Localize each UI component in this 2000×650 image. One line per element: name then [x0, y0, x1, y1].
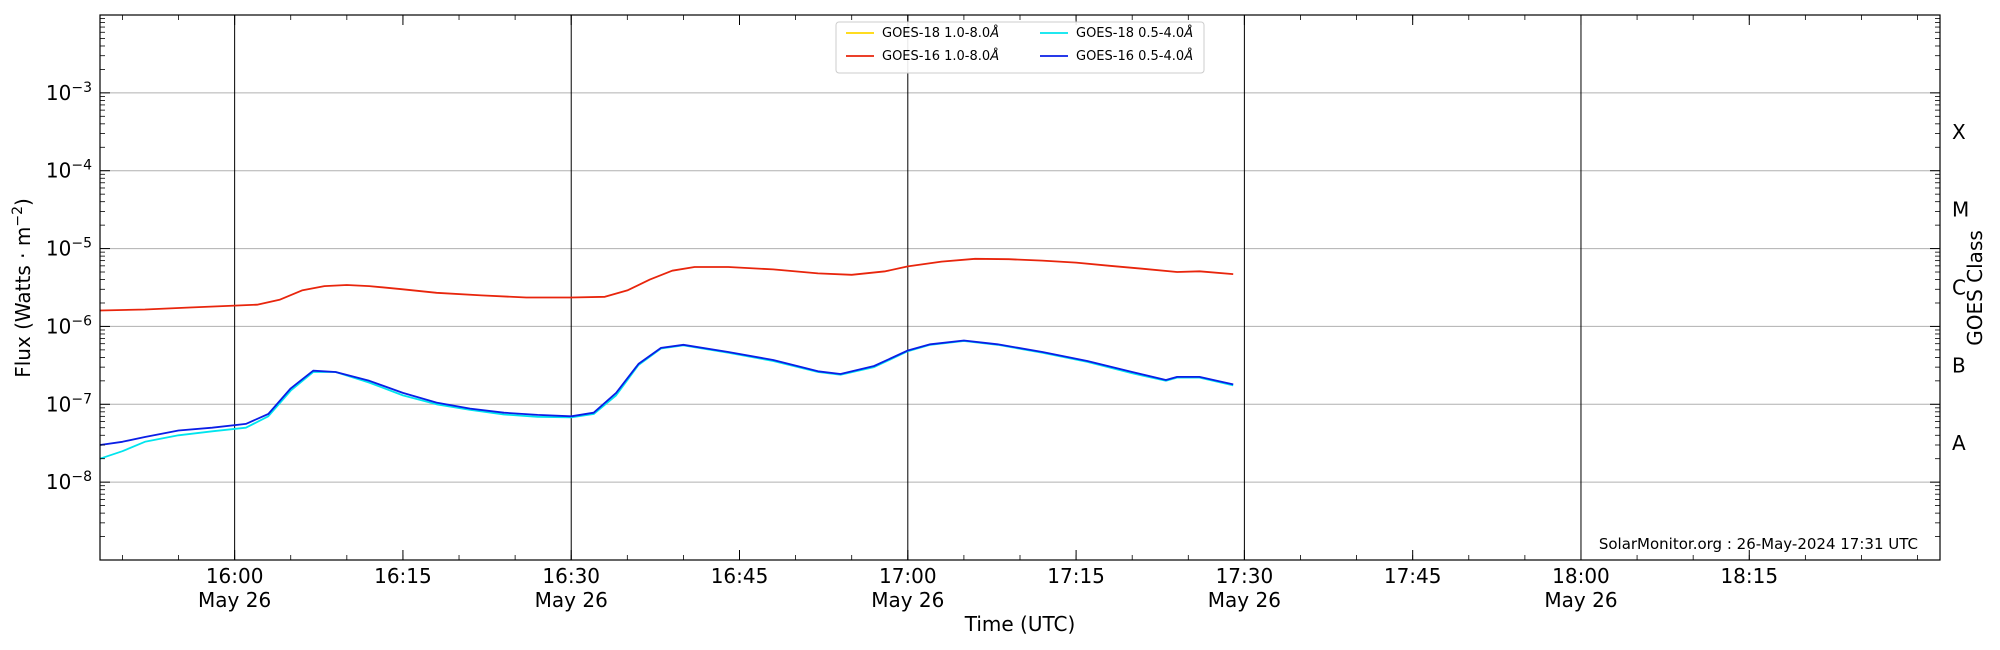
y-tick-label: 10−5 — [46, 236, 92, 261]
x-tick-label: 18:15 — [1720, 564, 1778, 588]
goes-class-label: A — [1952, 431, 1966, 455]
x-tick-label: 16:00 — [206, 564, 264, 588]
x-tick-label: 17:15 — [1047, 564, 1105, 588]
x-tick-date-label: May 26 — [1208, 588, 1281, 612]
goes-class-labels: A B C M X — [1952, 120, 1969, 455]
credit-text: SolarMonitor.org : 26-May-2024 17:31 UTC — [1599, 535, 1918, 553]
y-tick-label: 10−7 — [46, 391, 92, 416]
x-tick-date-label: May 26 — [871, 588, 944, 612]
x-tick-date-label: May 26 — [198, 588, 271, 612]
legend-items: GOES-18 1.0-8.0Å GOES-18 0.5-4.0Å GOES-16 … — [846, 25, 1193, 64]
series-layer — [99, 257, 1234, 460]
y-tick-label: 10−4 — [46, 158, 92, 183]
goes-class-label: X — [1952, 120, 1966, 144]
x-tick-label: 16:30 — [542, 564, 600, 588]
legend-label: GOES-18 1.0-8.0Å — [882, 25, 999, 41]
legend-label: GOES-16 1.0-8.0Å — [882, 48, 999, 64]
y-tick-label: 10−6 — [46, 313, 92, 338]
legend-box — [835, 21, 1205, 74]
legend-label: GOES-16 0.5-4.0Å — [1076, 48, 1193, 64]
goes-class-label: C — [1952, 276, 1966, 300]
x-tick-date-label: May 26 — [535, 588, 608, 612]
x-tick-date-label: May 26 — [1544, 588, 1617, 612]
x-tick-label: 18:00 — [1552, 564, 1610, 588]
goes-class-label: M — [1952, 198, 1969, 222]
x-tick-label: 17:45 — [1384, 564, 1442, 588]
x-axis-label: Time (UTC) — [964, 612, 1076, 636]
goes-class-label: B — [1952, 353, 1966, 377]
grid-layer — [100, 92, 1940, 483]
y-axis-label: Flux (Watts · m−2) — [10, 198, 35, 378]
vertical-lines — [234, 15, 1582, 560]
legend: GOES-18 1.0-8.0Å GOES-18 0.5-4.0Å GOES-16 … — [835, 21, 1205, 74]
x-tick-label: 16:15 — [374, 564, 432, 588]
y-tick-label: 10−3 — [46, 80, 92, 105]
x-tick-label: 17:30 — [1216, 564, 1274, 588]
x-tick-label: 17:00 — [879, 564, 937, 588]
series-line — [99, 339, 1234, 446]
legend-label: GOES-18 0.5-4.0Å — [1076, 25, 1193, 41]
x-tick-label: 16:45 — [711, 564, 769, 588]
y-tick-label: 10−8 — [46, 469, 92, 494]
series-line — [99, 257, 1234, 312]
goes-class-axis-label: GOES Class — [1963, 230, 1987, 346]
